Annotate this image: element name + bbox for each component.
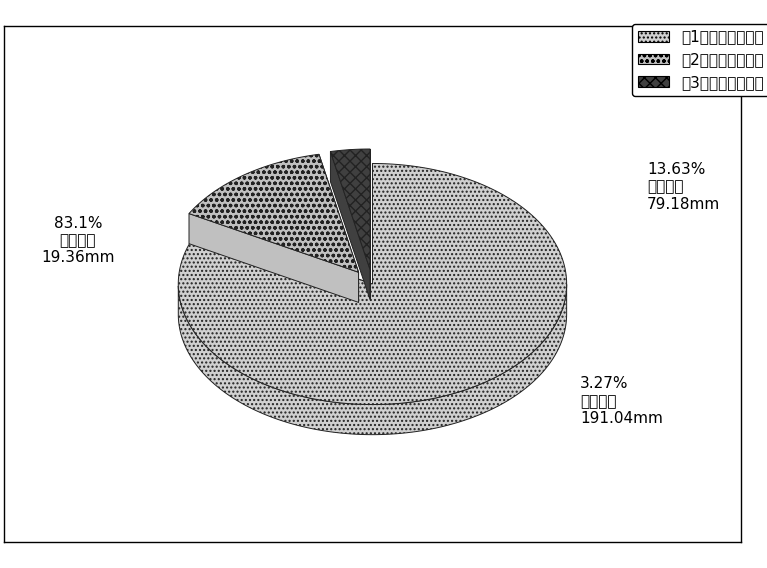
Polygon shape: [189, 214, 359, 302]
Polygon shape: [178, 164, 567, 404]
Polygon shape: [319, 154, 359, 302]
Text: 13.63%
特征値：
79.18mm: 13.63% 特征値： 79.18mm: [647, 162, 720, 212]
Text: 3.27%
特征値：
191.04mm: 3.27% 特征値： 191.04mm: [580, 376, 663, 426]
Polygon shape: [331, 149, 370, 270]
Polygon shape: [189, 154, 359, 272]
Polygon shape: [178, 285, 567, 435]
Polygon shape: [331, 152, 370, 300]
Text: 83.1%
特征値：
19.36mm: 83.1% 特征値： 19.36mm: [41, 216, 114, 265]
Polygon shape: [203, 225, 373, 314]
Legend: 第1类缺陷长度尺寸, 第2类缺陷长度尺寸, 第3类缺陷长度尺寸: 第1类缺陷长度尺寸, 第2类缺陷长度尺寸, 第3类缺陷长度尺寸: [632, 23, 767, 96]
